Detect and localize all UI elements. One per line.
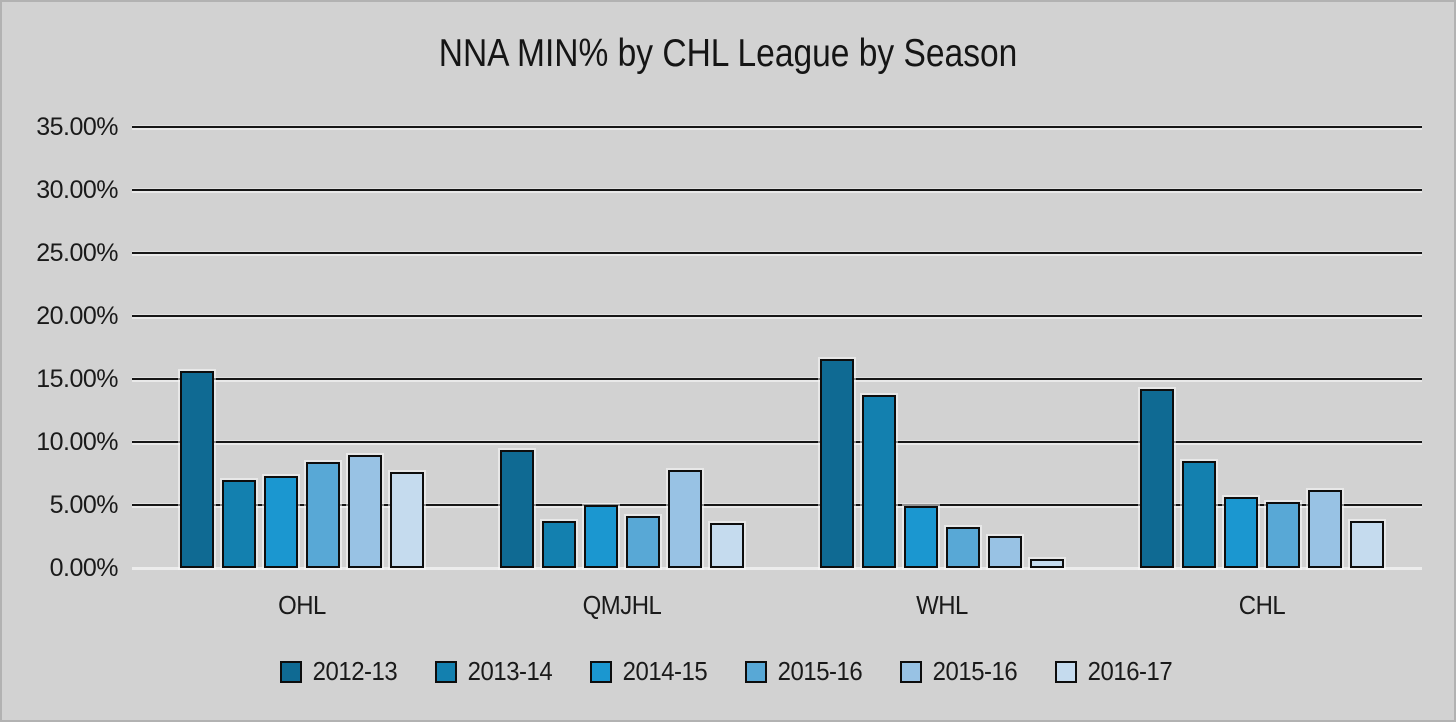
gridline-20.00% <box>132 315 1422 317</box>
bar-group-qmjhl <box>500 127 744 568</box>
gridline-15.00% <box>132 378 1422 380</box>
gridline-0.00% <box>132 567 1422 570</box>
chart-title: NNA MIN% by CHL League by Season <box>438 32 1018 75</box>
bar-group-ohl <box>180 127 424 568</box>
bar-chl-2014-15-2 <box>1224 497 1258 568</box>
legend-label: 2013-14 <box>467 656 553 686</box>
legend-label: 2015-16 <box>777 656 863 686</box>
bar-chl-2015-16-3 <box>1266 502 1300 568</box>
y-axis-tick-label: 5.00% <box>49 491 119 519</box>
bar-qmjhl-2014-15-2 <box>584 505 618 568</box>
legend-label: 2015-16 <box>932 656 1018 686</box>
bar-group-whl <box>820 127 1064 568</box>
bar-whl-2015-16-3 <box>946 527 980 568</box>
x-axis-label-ohl: OHL <box>278 590 326 620</box>
legend-item-2015-16-3: 2015-16 <box>745 656 866 687</box>
legend-item-2014-15-2: 2014-15 <box>590 656 711 687</box>
gridline-30.00% <box>132 189 1422 191</box>
legend-swatch-icon <box>899 660 922 683</box>
legend-swatch-icon <box>280 660 303 683</box>
y-axis-tick-label: 20.00% <box>36 302 118 330</box>
bar-chl-2012-13-0 <box>1140 389 1174 568</box>
bar-qmjhl-2016-17-5 <box>710 523 744 568</box>
legend-item-2013-14-1: 2013-14 <box>435 656 556 687</box>
legend-item-2016-17-5: 2016-17 <box>1054 656 1176 687</box>
bar-ohl-2015-16-3 <box>306 462 340 568</box>
chart-legend: 2012-13 2013-14 2014-15 2015-16 2015-16 2016-… <box>2 656 1454 687</box>
legend-label: 2016-17 <box>1087 656 1173 686</box>
gridline-5.00% <box>132 504 1422 506</box>
bar-ohl-2015-16-4 <box>348 455 382 568</box>
bar-whl-2013-14-1 <box>862 395 896 568</box>
plot-area <box>132 126 1422 570</box>
bar-chl-2016-17-5 <box>1350 521 1384 568</box>
bar-ohl-2016-17-5 <box>390 472 424 568</box>
bar-qmjhl-2015-16-4 <box>668 470 702 568</box>
y-axis-tick-label: 35.00% <box>36 113 118 141</box>
bar-qmjhl-2013-14-1 <box>542 521 576 568</box>
bar-ohl-2013-14-1 <box>222 480 256 568</box>
gridline-10.00% <box>132 441 1422 443</box>
legend-swatch-icon <box>435 660 458 683</box>
x-axis-label-whl: WHL <box>916 590 968 620</box>
bar-qmjhl-2015-16-3 <box>626 516 660 568</box>
legend-item-2015-16-4: 2015-16 <box>899 656 1021 687</box>
bar-whl-2015-16-4 <box>988 536 1022 568</box>
legend-swatch-icon <box>590 660 613 683</box>
gridline-25.00% <box>132 252 1422 254</box>
gridline-35.00% <box>132 126 1422 128</box>
bar-whl-2012-13-0 <box>820 359 854 568</box>
legend-swatch-icon <box>1054 660 1077 683</box>
bar-qmjhl-2012-13-0 <box>500 450 534 568</box>
bar-whl-2016-17-5 <box>1030 559 1064 568</box>
bar-chl-2015-16-4 <box>1308 490 1342 568</box>
bar-ohl-2012-13-0 <box>180 371 214 568</box>
legend-swatch-icon <box>745 660 767 683</box>
y-axis-tick-label: 30.00% <box>36 176 118 204</box>
y-axis-tick-label: 10.00% <box>36 428 118 456</box>
bar-ohl-2014-15-2 <box>264 476 298 568</box>
y-axis-tick-label: 0.00% <box>49 554 119 582</box>
legend-label: 2012-13 <box>312 656 398 686</box>
y-axis-tick-label: 25.00% <box>36 239 118 267</box>
x-axis-label-chl: CHL <box>1238 590 1286 620</box>
bar-whl-2014-15-2 <box>904 506 938 568</box>
x-axis-label-qmjhl: QMJHL <box>582 590 662 620</box>
bar-group-chl <box>1140 127 1384 568</box>
bar-chl-2013-14-1 <box>1182 461 1216 568</box>
legend-item-2012-13-0: 2012-13 <box>280 656 401 687</box>
legend-label: 2014-15 <box>622 656 708 686</box>
y-axis-tick-label: 15.00% <box>36 365 118 393</box>
